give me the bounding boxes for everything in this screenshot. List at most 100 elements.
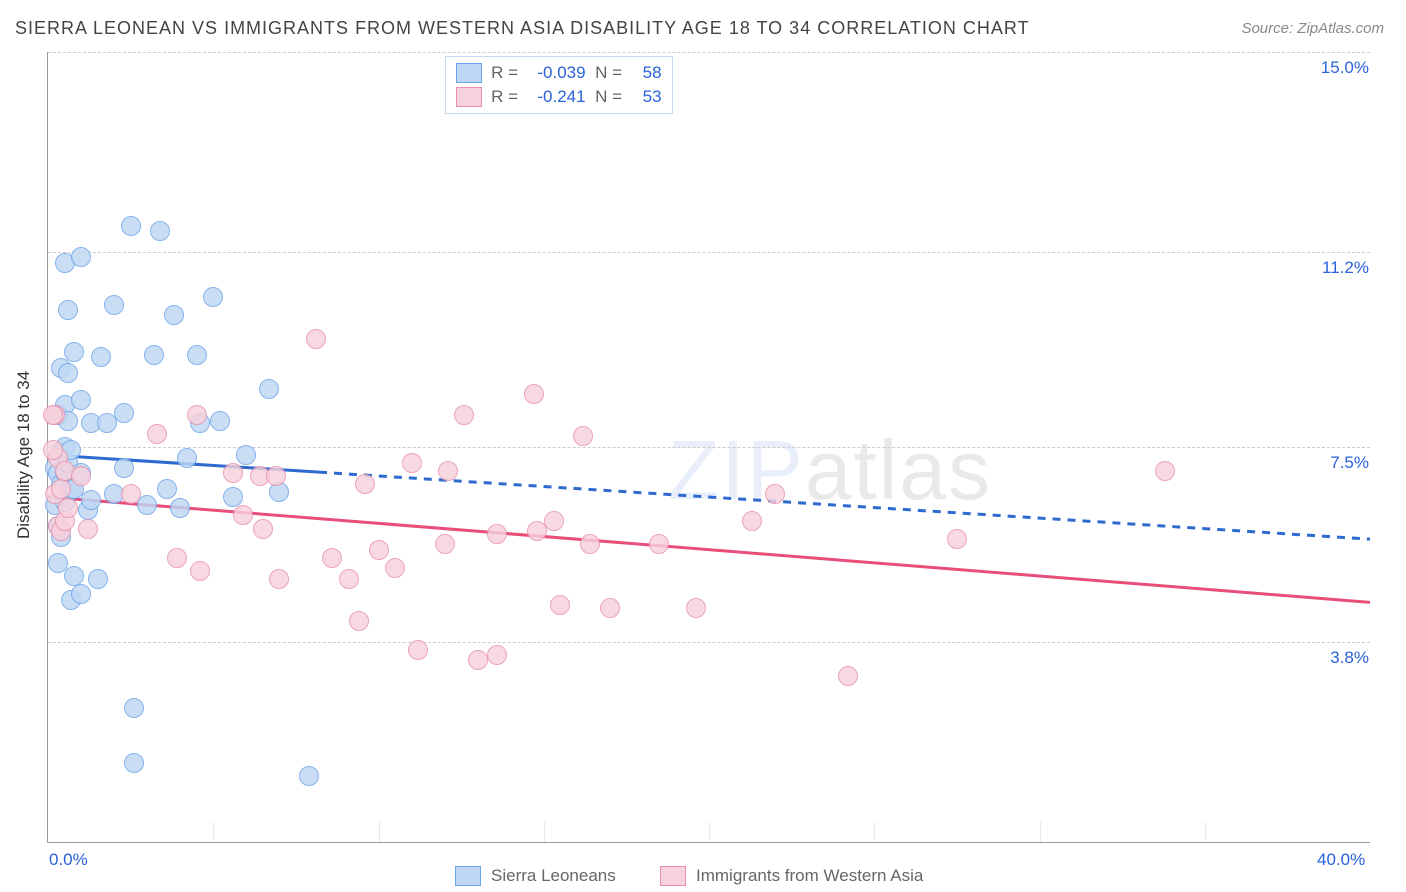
scatter-point bbox=[157, 479, 177, 499]
source-label: Source: ZipAtlas.com bbox=[1241, 20, 1384, 37]
x-gridline bbox=[544, 822, 545, 842]
stat-row: R =-0.039N =58 bbox=[456, 61, 662, 85]
watermark-zip: ZIP bbox=[668, 423, 805, 517]
scatter-point bbox=[114, 403, 134, 423]
stat-label-r: R = bbox=[488, 61, 522, 85]
scatter-point bbox=[266, 466, 286, 486]
scatter-point bbox=[223, 487, 243, 507]
scatter-point bbox=[78, 519, 98, 539]
scatter-point bbox=[686, 598, 706, 618]
scatter-point bbox=[355, 474, 375, 494]
y-gridline bbox=[48, 52, 1370, 53]
scatter-point bbox=[269, 569, 289, 589]
scatter-point bbox=[408, 640, 428, 660]
scatter-point bbox=[81, 490, 101, 510]
trendline bbox=[319, 472, 1370, 539]
stat-value-n: 58 bbox=[632, 61, 662, 85]
scatter-point bbox=[580, 534, 600, 554]
scatter-point bbox=[259, 379, 279, 399]
x-gridline bbox=[709, 822, 710, 842]
watermark: ZIPatlas bbox=[668, 422, 992, 519]
scatter-point bbox=[253, 519, 273, 539]
stat-value-r: -0.039 bbox=[528, 61, 586, 85]
scatter-point bbox=[1155, 461, 1175, 481]
legend-series-2: Immigrants from Western Asia bbox=[660, 866, 923, 886]
y-tick-label: 7.5% bbox=[1313, 453, 1369, 473]
stat-swatch bbox=[456, 87, 482, 107]
scatter-point bbox=[210, 411, 230, 431]
plot-area: ZIPatlas R =-0.039N =58R =-0.241N =53 bbox=[47, 52, 1370, 843]
scatter-point bbox=[339, 569, 359, 589]
y-gridline bbox=[48, 252, 1370, 253]
y-gridline bbox=[48, 642, 1370, 643]
scatter-point bbox=[550, 595, 570, 615]
chart-title: SIERRA LEONEAN VS IMMIGRANTS FROM WESTER… bbox=[15, 18, 1030, 39]
scatter-point bbox=[58, 363, 78, 383]
scatter-point bbox=[121, 484, 141, 504]
scatter-point bbox=[322, 548, 342, 568]
scatter-point bbox=[765, 484, 785, 504]
scatter-point bbox=[43, 440, 63, 460]
watermark-rest: atlas bbox=[805, 423, 992, 517]
scatter-point bbox=[144, 345, 164, 365]
x-tick-label: 0.0% bbox=[49, 850, 88, 870]
scatter-point bbox=[435, 534, 455, 554]
scatter-point bbox=[91, 347, 111, 367]
x-gridline bbox=[1040, 822, 1041, 842]
scatter-point bbox=[104, 295, 124, 315]
scatter-point bbox=[177, 448, 197, 468]
scatter-point bbox=[150, 221, 170, 241]
scatter-point bbox=[649, 534, 669, 554]
stats-box: R =-0.039N =58R =-0.241N =53 bbox=[445, 56, 673, 114]
scatter-point bbox=[600, 598, 620, 618]
scatter-point bbox=[167, 548, 187, 568]
scatter-point bbox=[487, 645, 507, 665]
scatter-point bbox=[402, 453, 422, 473]
scatter-point bbox=[71, 466, 91, 486]
legend-swatch-1 bbox=[455, 866, 481, 886]
scatter-point bbox=[58, 300, 78, 320]
scatter-point bbox=[544, 511, 564, 531]
stat-value-r: -0.241 bbox=[528, 85, 586, 109]
stat-swatch bbox=[456, 63, 482, 83]
y-tick-label: 15.0% bbox=[1313, 58, 1369, 78]
scatter-point bbox=[369, 540, 389, 560]
x-gridline bbox=[874, 822, 875, 842]
stat-label-n: N = bbox=[592, 85, 626, 109]
stat-value-n: 53 bbox=[632, 85, 662, 109]
x-gridline bbox=[213, 822, 214, 842]
scatter-point bbox=[454, 405, 474, 425]
scatter-point bbox=[487, 524, 507, 544]
scatter-point bbox=[742, 511, 762, 531]
x-gridline bbox=[379, 822, 380, 842]
x-gridline bbox=[1205, 822, 1206, 842]
y-axis-label: Disability Age 18 to 34 bbox=[14, 371, 34, 539]
stat-label-n: N = bbox=[592, 61, 626, 85]
stat-row: R =-0.241N =53 bbox=[456, 85, 662, 109]
scatter-point bbox=[164, 305, 184, 325]
y-tick-label: 11.2% bbox=[1313, 258, 1369, 278]
scatter-point bbox=[438, 461, 458, 481]
scatter-point bbox=[190, 561, 210, 581]
scatter-point bbox=[306, 329, 326, 349]
scatter-point bbox=[58, 498, 78, 518]
x-tick-label: 40.0% bbox=[1317, 850, 1365, 870]
scatter-point bbox=[71, 584, 91, 604]
scatter-point bbox=[64, 566, 84, 586]
stat-label-r: R = bbox=[488, 85, 522, 109]
scatter-point bbox=[233, 505, 253, 525]
scatter-point bbox=[349, 611, 369, 631]
scatter-point bbox=[170, 498, 190, 518]
scatter-point bbox=[124, 753, 144, 773]
scatter-point bbox=[947, 529, 967, 549]
scatter-point bbox=[468, 650, 488, 670]
scatter-point bbox=[124, 698, 144, 718]
scatter-point bbox=[187, 345, 207, 365]
scatter-point bbox=[88, 569, 108, 589]
legend-series-1: Sierra Leoneans bbox=[455, 866, 616, 886]
legend-label-2: Immigrants from Western Asia bbox=[696, 866, 923, 886]
scatter-point bbox=[236, 445, 256, 465]
scatter-point bbox=[299, 766, 319, 786]
scatter-point bbox=[71, 390, 91, 410]
scatter-point bbox=[385, 558, 405, 578]
